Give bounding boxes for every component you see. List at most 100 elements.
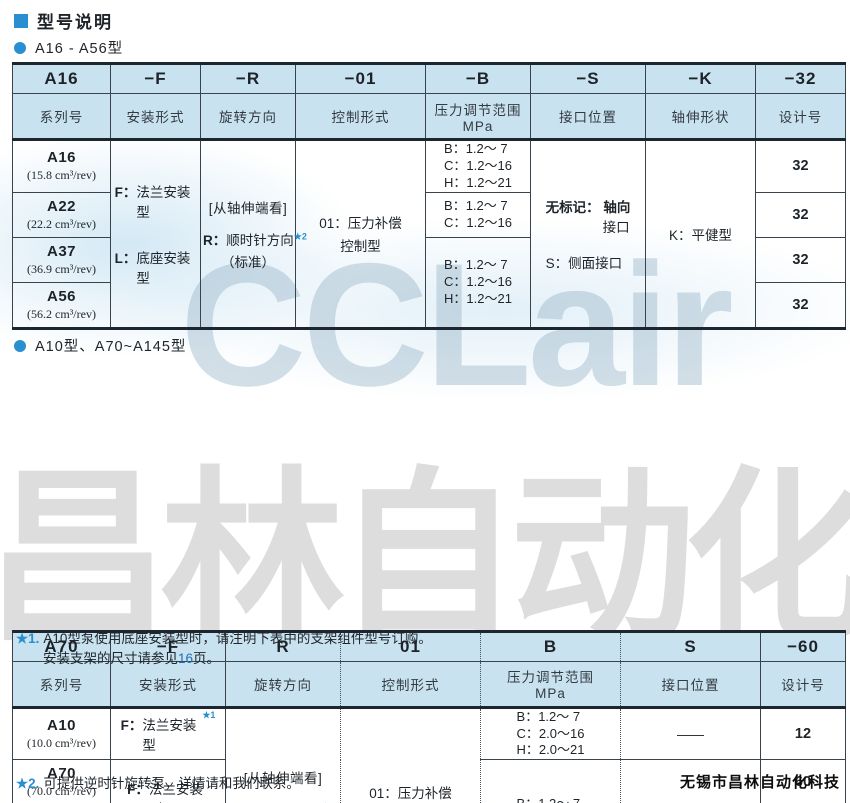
mount-option-f: F： 法兰安装型 [113,778,223,803]
pressure-ranges: B：1.2～ 7 C：1.5～16 H：1.8～21 K：2.0～28 [517,796,585,803]
footnote1-marker: ★1 [202,710,216,720]
footnote2-marker: ★2 [293,231,307,242]
mount-cell: F： 法兰安装型 L： 底座安装型 [110,139,201,329]
design-cell: 32 [755,281,846,329]
rotation-code: R： [203,232,227,248]
footnote-1-line1: ★1. A10型泵使用底座安装型时，请注明下表中的支架组件型号订购。 [16,629,432,649]
series-name: A70 [46,765,77,783]
section1-heading-row: A16 - A56型 [14,37,123,58]
footnote-2: ★2. 可提供逆时针旋转泵，详情请和我们联系。 [16,774,300,794]
section2-heading: A10型、A70~A145型 [35,339,187,355]
rotation-option: R：顺时针方向★2 [228,799,338,803]
pressure-range: B：1.2～ 7 [517,796,585,803]
pressure-range: B：1.2～ 7 [444,141,508,156]
code-cell-port: S [620,630,761,662]
row-a70: A70 (70.0 cm³/rev) F： 法兰安装型 L： 底座安装型 B：1… [12,759,846,803]
mount-code: F： [114,184,137,200]
series-displacement: (10.0 cm³/rev) [27,736,96,750]
rotation-view-note: [从轴伸端看] [208,200,288,216]
code-cell-control: −01 [295,63,426,94]
design-number: 32 [792,158,809,175]
pressure-range: C：1.2～16 [444,214,512,230]
code-cell-control: 01 [340,630,481,662]
port-side: S：侧面接口 [545,255,623,271]
port-cell: 无标记： 轴向 接口 S：侧面接口 [530,139,646,329]
model-code-table-a16-a56: A16 −F −R −01 −B −S −K −32 系列号 安装形式 旋转方向… [12,62,846,330]
design-number: 12 [794,726,812,742]
label-cell-port: 接口位置 [530,93,646,141]
page-title: 型号说明 [37,13,113,32]
code-cell-pressure: −B [425,63,531,94]
design-number: 32 [792,251,809,268]
section2-heading-row: A10型、A70~A145型 [14,335,186,356]
series-name: A56 [46,287,77,305]
row-a16: A16 (15.8 cm³/rev) F： 法兰安装型 L： 底座安装型 [从轴… [12,139,846,329]
pressure-cell: B：1.2～ 7 C：1.2～16 H：1.2～21 [425,139,531,193]
rotation-text: 顺时针方向 [226,232,294,248]
pressure-range: B：1.2～ 7 [516,708,581,724]
label-cell-design: 设计号 [755,93,846,141]
pressure-cell: B：1.2～ 7 C：2.0～16 H：2.0～21 [480,706,621,761]
pressure-unit: MPa [462,118,494,134]
label-cell-port: 接口位置 [620,660,761,709]
footnote-1-text2: 安装支架的尺寸请参见 [43,650,178,666]
rotation-standard-note: （标准） [221,254,275,270]
pressure-ranges: B：1.2～ 7 C：1.2～16 [444,198,512,232]
series-name: A37 [46,242,77,260]
mount-option-f: F： 法兰安装型 [113,181,198,221]
shaft-cell: K：平健型 [645,139,756,329]
code-row: A16 −F −R −01 −B −S −K −32 [12,63,846,94]
series-displacement: (70.0 cm³/rev) [27,784,96,799]
series-name: A22 [46,197,77,215]
rotation-option: R：顺时针方向★2 [203,229,307,249]
pressure-cell: B：1.2～ 7 C：1.2～16 [425,191,531,238]
series-displacement: (56.2 cm³/rev) [27,306,96,321]
code-cell-shaft: −K [645,63,756,94]
port-no-mark-cont: 接口 [602,219,630,235]
code-cell-design: −60 [760,630,846,662]
port-cell-a10: —— [620,706,761,761]
design-cell: 12 [760,706,846,761]
pressure-ranges: B：1.2～ 7 C：2.0～16 H：2.0～21 [517,709,585,760]
series-displacement: (22.2 cm³/rev) [27,216,96,231]
footnote-2-text: 可提供逆时针旋转泵，详情请和我们联系。 [43,776,300,791]
rotation-view-note: [从轴伸端看] [243,770,323,786]
label-cell-design: 设计号 [760,660,846,709]
mount-text: 法兰安装型 [136,184,191,220]
pressure-range: C：2.0～16 [516,725,585,741]
code-cell-rotation: R [225,630,341,662]
series-displacement: (36.9 cm³/rev) [27,261,96,276]
circle-bullet-icon [14,339,26,352]
mount-cell: F： 法兰安装型 L： 底座安装型 [110,759,226,803]
pressure-cell: B：1.2～ 7 C：1.5～16 H：1.8～21 K：2.0～28 [480,759,621,803]
series-cell: A70 (70.0 cm³/rev) [12,759,111,803]
port-no-mark: 无标记： 轴向 [545,199,631,215]
code-cell-rotation: −R [200,63,296,94]
footnote-1-text: A10型泵使用底座安装型时，请注明下表中的支架组件型号订购。 [43,631,432,646]
series-displacement: (15.8 cm³/rev) [27,168,96,183]
code-cell-pressure: B [480,630,621,662]
page-title-row: 型号说明 [14,8,113,33]
pressure-range: C：1.2～16 [444,273,512,289]
code-cell-mount: −F [110,63,201,94]
code-row: A70 −F R 01 B S −60 [12,630,846,662]
label-cell-pressure: 压力调节范围 MPa [480,660,621,709]
row-a37: A37 (36.9 cm³/rev) B：1.2～ 7 C：1.2～16 H：1… [12,236,846,329]
code-cell-series: A16 [12,63,111,94]
section1-heading: A16 - A56型 [35,41,124,57]
port-cell: S：侧面接口 [620,759,761,803]
control-line1: 01：压力补偿 [369,786,452,801]
footnote-1-text3: 页。 [193,650,221,666]
label-row: 系列号 安装形式 旋转方向 控制形式 压力调节范围 MPa 接口位置 设计号 [12,660,846,709]
series-name: A16 [46,149,77,167]
label-cell-rotation: 旋转方向 [225,660,341,709]
page-16-link[interactable]: 16 [178,650,194,666]
mount-cell-a10: F： 法兰安装型 ★1 [110,706,226,761]
series-cell: A37 (36.9 cm³/rev) [12,236,111,283]
mount-text: 法兰安装型 [142,718,197,753]
series-name: A10 [46,717,77,734]
label-cell-shaft: 轴伸形状 [645,93,756,141]
mount-code: L： [114,250,137,266]
series-cell: A22 (22.2 cm³/rev) [12,191,111,238]
row-a10: A10 (10.0 cm³/rev) F： 法兰安装型 ★1 [从轴伸端看] R… [12,706,846,803]
